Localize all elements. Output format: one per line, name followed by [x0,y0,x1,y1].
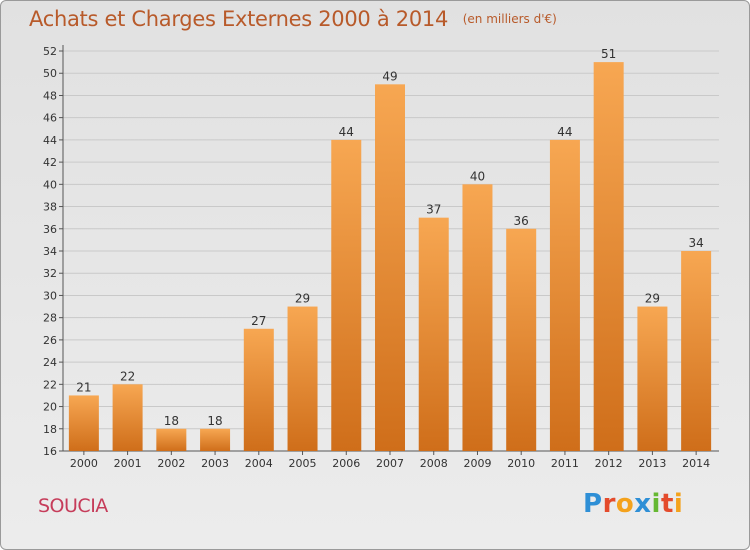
y-tick-label: 20 [43,401,57,414]
bar [375,84,405,451]
bars [68,62,712,452]
y-tick-label: 36 [43,223,57,236]
commune-name: SOUCIA [38,495,108,517]
x-tick-label: 2014 [682,457,710,470]
data-label: 36 [514,214,529,228]
proxiti-logo[interactable]: Proxiti [583,489,684,519]
y-tick-label: 32 [43,267,57,280]
chart-title-text: Achats et Charges Externes 2000 à 2014 [29,7,449,31]
data-label: 18 [207,414,222,428]
data-label: 18 [164,414,179,428]
data-label: 49 [382,69,397,83]
y-tick-label: 26 [43,334,57,347]
x-tick-label: 2000 [70,457,98,470]
data-label: 37 [426,203,441,217]
x-tick-label: 2013 [638,457,666,470]
x-tick-label: 2006 [332,457,360,470]
y-tick-label: 40 [43,178,57,191]
data-label: 22 [120,369,135,383]
data-label: 34 [688,236,703,250]
bar [287,306,318,451]
y-tick-label: 38 [43,201,57,214]
x-tick-label: 2002 [157,457,185,470]
data-label: 51 [601,47,616,61]
y-tick-label: 18 [43,423,57,436]
y-tick-label: 34 [43,245,57,258]
bar [637,306,668,451]
y-tick-label: 28 [43,312,57,325]
data-label: 44 [339,125,354,139]
data-label: 44 [557,125,572,139]
y-tick-label: 16 [43,445,57,458]
data-label: 27 [251,314,266,328]
y-tick-label: 22 [43,378,57,391]
axes: 16 18 20 22 24 26 28 30 32 34 36 38 40 42 44 46 48 50 52 20… [43,45,719,470]
y-tick-label: 24 [43,356,57,369]
x-tick-label: 2010 [507,457,535,470]
data-label: 29 [645,292,660,306]
bar [243,328,274,451]
bar [593,62,624,451]
bar [68,395,99,451]
y-tick-label: 44 [43,134,57,147]
data-labels: 21 22 18 18 27 29 44 49 37 40 36 44 51 29 34 [76,47,704,428]
bar [331,139,362,451]
y-tick-label: 48 [43,89,57,102]
bar [549,139,580,451]
x-tick-label: 2008 [420,457,448,470]
x-tick-label: 2003 [201,457,229,470]
chart-unit: (en milliers d'€) [462,12,557,26]
x-tick-label: 2012 [595,457,623,470]
bar [506,228,537,451]
bar [112,384,143,451]
y-tick-label: 46 [43,112,57,125]
chart-title: Achats et Charges Externes 2000 à 2014 (… [29,7,557,31]
data-label: 21 [76,380,91,394]
y-tick-label: 52 [43,45,57,58]
x-tick-label: 2011 [551,457,579,470]
y-tick-label: 42 [43,156,57,169]
x-tick-label: 2005 [289,457,317,470]
bar [681,251,712,451]
x-tick-label: 2009 [463,457,491,470]
x-tick-label: 2007 [376,457,404,470]
data-label: 29 [295,292,310,306]
bar [156,428,187,451]
y-tick-label: 50 [43,67,57,80]
x-tick-label: 2004 [245,457,273,470]
bar [462,184,493,452]
y-tick-label: 30 [43,289,57,302]
data-label: 40 [470,169,485,183]
x-tick-label: 2001 [114,457,142,470]
bar [200,428,231,451]
bar [418,217,449,451]
